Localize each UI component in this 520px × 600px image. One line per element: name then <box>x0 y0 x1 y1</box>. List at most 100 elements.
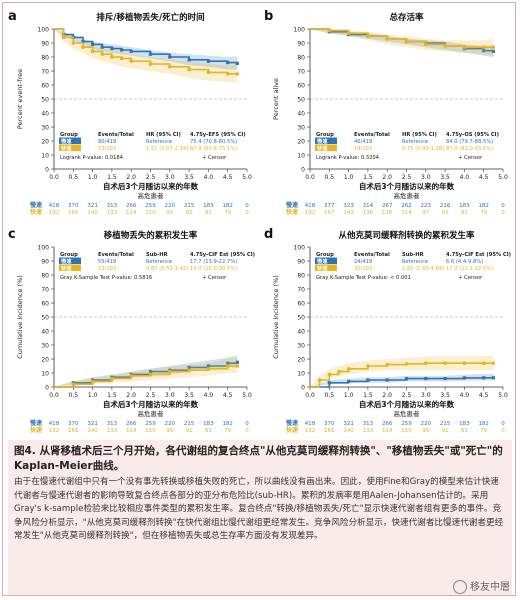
figure-caption: 图4. 从肾移植术后三个月开始，各代谢组的复合终点"从他克莫司缓释剂转换"、"移… <box>8 440 512 595</box>
stats-cell: 75.4 (70.8-80.5%) <box>190 139 237 145</box>
risk-value: 259 <box>401 421 412 427</box>
censor-mark <box>71 41 75 45</box>
risk-value: 192 <box>305 210 316 216</box>
risk-value: 183 <box>203 421 214 427</box>
x-tick-label: 0.5 <box>325 392 335 399</box>
stats-header: Group <box>60 132 78 138</box>
censor-mark <box>168 55 172 59</box>
x-tick-label: 5.0 <box>498 392 508 399</box>
censor-mark <box>385 363 389 367</box>
x-tick-label: 2.5 <box>402 174 412 181</box>
censor-mark <box>482 361 486 365</box>
censor-mark <box>71 382 75 386</box>
censor-mark <box>168 65 172 69</box>
x-tick-label: 3.5 <box>440 174 450 181</box>
x-tick-label: 4.5 <box>223 392 233 399</box>
stats-header: Events/Total <box>98 252 134 258</box>
risk-row-label: 快速 <box>29 426 42 434</box>
x-tick-label: 4.5 <box>223 174 233 181</box>
risk-value: 313 <box>363 421 374 427</box>
censor-mark <box>91 42 95 46</box>
stats-cell: 0.75 (0.43-1.28) <box>402 146 444 152</box>
stats-cell: 55/418 <box>98 259 116 265</box>
risk-value: 0 <box>501 428 505 434</box>
stats-group-name: 慢速 <box>317 257 328 265</box>
risk-value: 216 <box>440 203 451 209</box>
censor-mark <box>129 374 133 378</box>
censor-legend: + Censor <box>458 155 483 161</box>
stats-header: Group <box>316 252 334 258</box>
risk-value: 370 <box>68 421 79 427</box>
y-tick-label: 10 <box>297 152 305 159</box>
stats-header: HR (95% CI) <box>146 132 181 138</box>
y-tick-label: 50 <box>41 96 49 103</box>
stats-header: Sub-HR <box>146 252 168 258</box>
x-tick-label: 4.5 <box>479 392 489 399</box>
censor-mark <box>482 49 486 53</box>
risk-value: 418 <box>305 421 316 427</box>
censor-mark <box>462 376 466 380</box>
x-tick-label: 1.5 <box>107 174 117 181</box>
x-tick-label: 3.5 <box>440 392 450 399</box>
censor-mark <box>235 72 239 76</box>
stats-header: Group <box>316 132 334 138</box>
risk-value: 0 <box>501 203 505 209</box>
censor-mark <box>424 361 428 365</box>
risk-value: 215 <box>184 203 195 209</box>
risk-value: 91 <box>186 428 193 434</box>
x-tick-label: 3.0 <box>421 392 431 399</box>
y-tick-label: 10 <box>41 152 49 159</box>
ci-band-fast <box>310 29 494 56</box>
stats-group-swatch <box>315 264 337 271</box>
stats-cell: 84.0 (79.7-88.5%) <box>446 139 493 145</box>
figure-svg: a 排斥/移植物丢失/死亡的时间01020304050607080901000.0… <box>8 9 511 434</box>
risk-value: 266 <box>126 203 137 209</box>
x-tick-label: 2.5 <box>146 174 156 181</box>
risk-value: 95 <box>442 210 449 216</box>
risk-row-label: 慢速 <box>286 419 298 427</box>
y-tick-label: 50 <box>297 96 305 103</box>
censor-mark <box>100 52 104 56</box>
censor-mark <box>119 48 124 52</box>
risk-value: 79 <box>480 210 487 216</box>
censor-legend: + Censor <box>458 275 483 281</box>
x-tick-label: 2.0 <box>126 392 136 399</box>
stats-group-name: 快速 <box>61 144 72 152</box>
censor-mark <box>337 370 341 374</box>
stats-group-swatch <box>315 144 337 151</box>
panel-letter: d <box>264 227 273 242</box>
risk-value: 267 <box>382 203 393 209</box>
censor-mark <box>491 45 495 49</box>
risk-value: 0 <box>245 210 249 216</box>
stats-cell: 87.0 (81.0-93.6%) <box>446 146 493 152</box>
y-tick-label: 20 <box>297 138 305 145</box>
y-tick-label: 100 <box>294 26 306 33</box>
stats-group-swatch <box>59 257 81 264</box>
censor-mark <box>327 28 331 32</box>
stats-test: Logrank P-value: 0.0184 <box>60 155 124 161</box>
risk-value: 323 <box>343 203 354 209</box>
stats-header: 4.75y-CIF Est (95% CI) <box>190 252 255 258</box>
censor-mark <box>404 377 409 381</box>
x-tick-label: 1.5 <box>363 392 373 399</box>
panel-title: 移植物丢失的累积发生率 <box>104 230 198 241</box>
stats-cell: Reference <box>146 139 172 145</box>
y-tick-label: 80 <box>297 54 305 61</box>
stats-box <box>58 129 243 163</box>
y-axis-label: Percent alive <box>272 78 280 120</box>
risk-value: 110 <box>401 428 412 434</box>
risk-value: 81 <box>205 428 212 434</box>
stats-cell: 24/418 <box>354 259 372 265</box>
risk-value: 192 <box>49 428 60 434</box>
y-tick-label: 40 <box>41 110 49 117</box>
x-axis-label: 自术后3个月随访以来的年数 <box>359 399 455 409</box>
censor-mark <box>366 378 370 382</box>
risk-value: 183 <box>459 421 470 427</box>
panel-title: 排斥/移植物丢失/死亡的时间 <box>96 12 204 23</box>
censor-mark <box>226 61 230 65</box>
risk-table-title: 高危患者 <box>394 191 421 200</box>
y-tick-label: 0 <box>301 384 305 391</box>
risk-value: 0 <box>501 421 505 427</box>
censor-mark <box>148 52 153 56</box>
stats-cell: Reference <box>146 259 172 265</box>
